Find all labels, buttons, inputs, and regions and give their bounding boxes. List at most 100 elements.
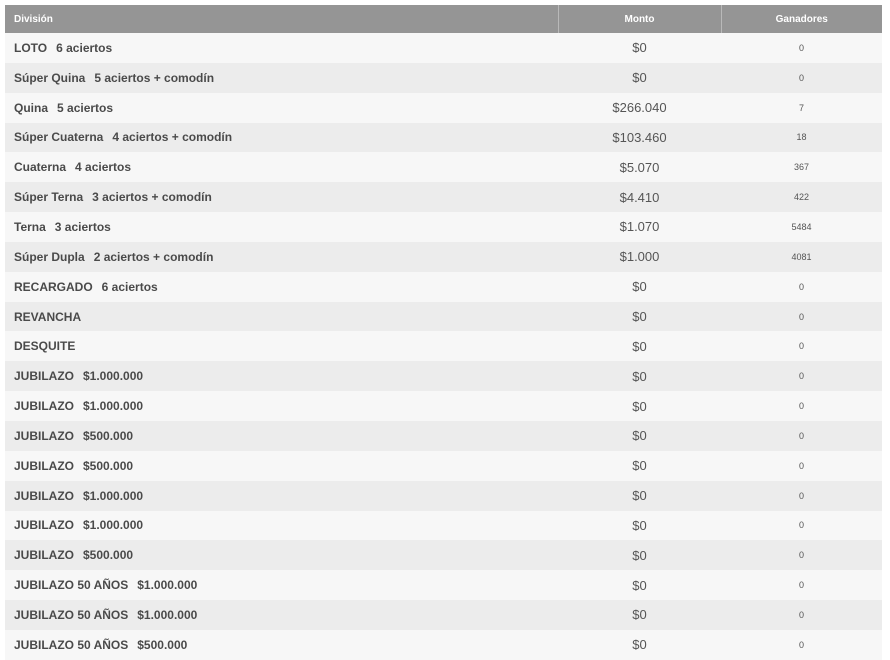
ganadores-cell: 0 bbox=[721, 510, 882, 541]
table-row: Súper Cuaterna 4 aciertos + comodín $103.4… bbox=[5, 122, 882, 153]
monto-cell: $0 bbox=[558, 391, 721, 421]
division-name: JUBILAZO bbox=[14, 428, 74, 443]
table-row: Súper Terna 3 aciertos + comodín $4.410 422 bbox=[5, 182, 882, 213]
division-cell: JUBILAZO $500.000 bbox=[5, 450, 558, 481]
ganadores-cell: 0 bbox=[721, 361, 882, 392]
ganadores-cell: 0 bbox=[721, 540, 882, 571]
division-detail: 2 aciertos + comodín bbox=[93, 249, 214, 264]
monto-cell: $0 bbox=[558, 510, 721, 541]
division-name: DESQUITE bbox=[14, 339, 76, 354]
ganadores-cell: 367 bbox=[721, 152, 882, 183]
results-table: División Monto Ganadores LOTO 6 aciertos $… bbox=[5, 5, 882, 660]
division-cell: Súper Quina 5 aciertos + comodín bbox=[5, 62, 558, 93]
division-cell: REVANCHA bbox=[5, 301, 558, 332]
monto-cell: $0 bbox=[558, 480, 721, 511]
table-row: JUBILAZO $1.000.000 $0 0 bbox=[5, 510, 882, 541]
header-row: División Monto Ganadores bbox=[5, 5, 882, 33]
division-detail: 3 aciertos bbox=[54, 219, 111, 234]
division-cell: JUBILAZO $1.000.000 bbox=[5, 480, 558, 511]
division-name: Quina bbox=[14, 100, 49, 115]
header-ganadores: Ganadores bbox=[721, 5, 882, 33]
monto-cell: $0 bbox=[558, 361, 721, 392]
table-row: JUBILAZO $500.000 $0 0 bbox=[5, 450, 882, 481]
monto-cell: $0 bbox=[558, 331, 721, 362]
division-name: Terna bbox=[14, 219, 46, 234]
table-row: JUBILAZO $500.000 $0 0 bbox=[5, 420, 882, 451]
monto-cell: $1.000 bbox=[558, 241, 721, 272]
ganadores-cell: 0 bbox=[721, 450, 882, 481]
division-cell: Súper Dupla 2 aciertos + comodín bbox=[5, 241, 558, 272]
division-cell: Súper Terna 3 aciertos + comodín bbox=[5, 182, 558, 213]
division-detail: $1.000.000 bbox=[83, 488, 144, 503]
division-name: Cuaterna bbox=[14, 160, 67, 175]
ganadores-cell: 0 bbox=[721, 331, 882, 362]
table-row: Terna 3 aciertos $1.070 5484 bbox=[5, 212, 882, 242]
table-row: JUBILAZO $500.000 $0 0 bbox=[5, 540, 882, 571]
table-row: Súper Quina 5 aciertos + comodín $0 0 bbox=[5, 62, 882, 93]
division-name: Súper Terna bbox=[14, 190, 84, 205]
monto-cell: $266.040 bbox=[558, 92, 721, 123]
table-header: División Monto Ganadores bbox=[5, 5, 882, 33]
ganadores-cell: 0 bbox=[721, 570, 882, 601]
monto-cell: $0 bbox=[558, 450, 721, 481]
division-detail: 4 aciertos + comodín bbox=[112, 130, 233, 145]
table-row: DESQUITE $0 0 bbox=[5, 331, 882, 362]
division-cell: JUBILAZO $1.000.000 bbox=[5, 391, 558, 421]
table-row: Cuaterna 4 aciertos $5.070 367 bbox=[5, 152, 882, 183]
division-name: JUBILAZO bbox=[14, 458, 74, 473]
division-cell: JUBILAZO 50 AÑOS $1.000.000 bbox=[5, 570, 558, 601]
division-name: REVANCHA bbox=[14, 309, 82, 324]
header-monto: Monto bbox=[558, 5, 722, 33]
division-detail: $500.000 bbox=[137, 637, 188, 652]
results-table-container: División Monto Ganadores LOTO 6 aciertos $… bbox=[5, 5, 882, 660]
division-detail: 6 aciertos bbox=[101, 279, 158, 294]
division-name: JUBILAZO 50 AÑOS bbox=[14, 607, 129, 622]
monto-cell: $0 bbox=[558, 271, 721, 302]
monto-cell: $0 bbox=[558, 600, 721, 630]
monto-cell: $4.410 bbox=[558, 182, 721, 213]
ganadores-cell: 0 bbox=[721, 600, 882, 630]
division-name: LOTO bbox=[14, 40, 48, 55]
ganadores-cell: 0 bbox=[721, 33, 882, 63]
ganadores-cell: 422 bbox=[721, 182, 882, 213]
division-cell: JUBILAZO $1.000.000 bbox=[5, 510, 558, 541]
division-cell: JUBILAZO $1.000.000 bbox=[5, 361, 558, 392]
table-row: JUBILAZO $1.000.000 $0 0 bbox=[5, 480, 882, 511]
monto-cell: $5.070 bbox=[558, 152, 721, 183]
monto-cell: $0 bbox=[558, 540, 721, 571]
division-detail: $500.000 bbox=[83, 548, 134, 563]
division-detail: 6 aciertos bbox=[56, 40, 113, 55]
table-row: RECARGADO 6 aciertos $0 0 bbox=[5, 271, 882, 302]
ganadores-cell: 0 bbox=[721, 62, 882, 93]
division-detail: $1.000.000 bbox=[83, 369, 144, 384]
division-name: JUBILAZO bbox=[14, 399, 74, 414]
division-name: Súper Dupla bbox=[14, 249, 85, 264]
division-detail: 3 aciertos + comodín bbox=[92, 190, 212, 205]
division-detail: $1.000.000 bbox=[83, 399, 144, 414]
division-name: Súper Cuaterna bbox=[14, 130, 104, 145]
division-cell: Quina 5 aciertos bbox=[5, 92, 558, 123]
division-name: Súper Quina bbox=[14, 70, 86, 85]
table-row: LOTO 6 aciertos $0 0 bbox=[5, 33, 882, 63]
ganadores-cell: 4081 bbox=[721, 241, 882, 272]
division-cell: DESQUITE bbox=[5, 331, 558, 362]
division-detail: 5 aciertos + comodín bbox=[94, 70, 215, 85]
division-detail: $1.000.000 bbox=[137, 607, 198, 622]
division-cell: JUBILAZO $500.000 bbox=[5, 540, 558, 571]
ganadores-cell: 0 bbox=[721, 629, 882, 660]
monto-cell: $0 bbox=[558, 629, 721, 660]
division-cell: Súper Cuaterna 4 aciertos + comodín bbox=[5, 122, 558, 153]
division-name: RECARGADO bbox=[14, 279, 93, 294]
division-name: JUBILAZO bbox=[14, 548, 74, 563]
table-row: JUBILAZO 50 AÑOS $1.000.000 $0 0 bbox=[5, 600, 882, 630]
division-cell: JUBILAZO 50 AÑOS $500.000 bbox=[5, 629, 558, 660]
division-name: JUBILAZO 50 AÑOS bbox=[14, 578, 129, 593]
division-cell: Terna 3 aciertos bbox=[5, 212, 558, 242]
division-detail: $500.000 bbox=[83, 458, 134, 473]
table-row: Quina 5 aciertos $266.040 7 bbox=[5, 92, 882, 123]
ganadores-cell: 18 bbox=[721, 122, 882, 153]
table-row: JUBILAZO $1.000.000 $0 0 bbox=[5, 361, 882, 392]
division-name: JUBILAZO bbox=[14, 488, 74, 503]
ganadores-cell: 7 bbox=[721, 92, 882, 123]
monto-cell: $0 bbox=[558, 62, 721, 93]
